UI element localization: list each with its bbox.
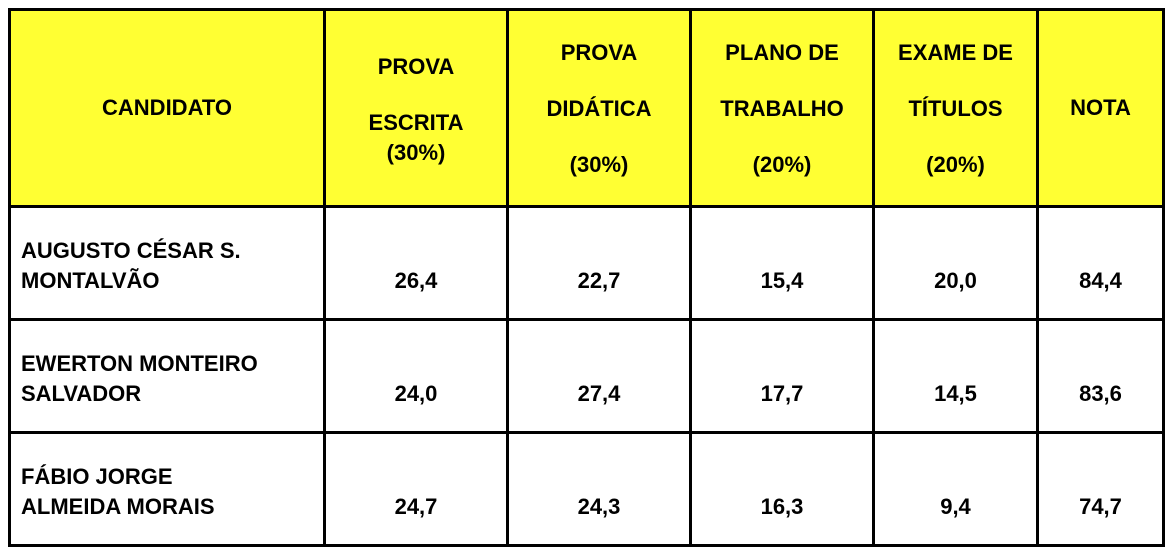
score: 26,4 xyxy=(394,268,438,293)
candidate-name: AUGUSTO CÉSAR S. MONTALVÃO xyxy=(8,205,326,321)
header-line: PLANO DE xyxy=(725,40,839,65)
cell-exame-de-titulos: 9,4 xyxy=(872,431,1039,547)
header-line: (30%) xyxy=(386,140,446,165)
cell-prova-didatica: 24,3 xyxy=(506,431,692,547)
header-prova-escrita: PROVA ESCRITA (30%) xyxy=(323,8,509,208)
score: 24,7 xyxy=(394,494,438,519)
cell-nota: 83,6 xyxy=(1036,318,1165,434)
name-line: MONTALVÃO xyxy=(21,268,160,293)
cell-prova-escrita: 26,4 xyxy=(323,205,509,321)
table-row: EWERTON MONTEIRO SALVADOR 24,0 27,4 17,7 … xyxy=(8,318,1165,434)
header-prova-didatica: PROVA DIDÁTICA (30%) xyxy=(506,8,692,208)
cell-nota: 84,4 xyxy=(1036,205,1165,321)
header-line: (30%) xyxy=(569,152,629,177)
cell-prova-didatica: 22,7 xyxy=(506,205,692,321)
candidate-name: EWERTON MONTEIRO SALVADOR xyxy=(8,318,326,434)
cell-exame-de-titulos: 14,5 xyxy=(872,318,1039,434)
score: 22,7 xyxy=(577,268,621,293)
header-line: CANDIDATO xyxy=(102,95,232,120)
score: 20,0 xyxy=(934,268,977,293)
candidate-name: FÁBIO JORGE ALMEIDA MORAIS xyxy=(8,431,326,547)
score: 16,3 xyxy=(760,494,804,519)
score: 74,7 xyxy=(1079,494,1122,519)
name-line: ALMEIDA MORAIS xyxy=(21,494,215,519)
cell-nota: 74,7 xyxy=(1036,431,1165,547)
header-exame-de-titulos: EXAME DE TÍTULOS (20%) xyxy=(872,8,1039,208)
header-line: PROVA xyxy=(560,40,638,65)
cell-plano-de-trabalho: 16,3 xyxy=(689,431,875,547)
header-line: DIDÁTICA xyxy=(546,96,652,121)
name-line: EWERTON MONTEIRO xyxy=(21,351,258,376)
score: 14,5 xyxy=(934,381,977,406)
name-line: AUGUSTO CÉSAR S. xyxy=(21,238,241,263)
header-line: PROVA xyxy=(377,54,455,79)
cell-prova-didatica: 27,4 xyxy=(506,318,692,434)
header-line: TRABALHO xyxy=(720,96,844,121)
score: 15,4 xyxy=(760,268,804,293)
name-line: SALVADOR xyxy=(21,381,142,406)
header-candidato: CANDIDATO xyxy=(8,8,326,208)
score: 83,6 xyxy=(1079,381,1122,406)
header-line: ESCRITA xyxy=(368,110,464,135)
header-nota: NOTA xyxy=(1036,8,1165,208)
header-line: TÍTULOS xyxy=(908,96,1003,121)
score: 9,4 xyxy=(940,494,971,519)
cell-prova-escrita: 24,0 xyxy=(323,318,509,434)
cell-plano-de-trabalho: 15,4 xyxy=(689,205,875,321)
header-line: (20%) xyxy=(926,152,985,177)
header-line: NOTA xyxy=(1070,95,1131,120)
score: 27,4 xyxy=(577,381,621,406)
score: 24,0 xyxy=(394,381,438,406)
header-line: (20%) xyxy=(752,152,812,177)
score: 84,4 xyxy=(1079,268,1122,293)
table-row: FÁBIO JORGE ALMEIDA MORAIS 24,7 24,3 16,3… xyxy=(8,431,1165,547)
name-line: FÁBIO JORGE xyxy=(21,464,173,489)
header-row: CANDIDATO PROVA ESCRITA (30%) PROVA DIDÁ… xyxy=(8,8,1165,208)
score: 17,7 xyxy=(760,381,804,406)
cell-plano-de-trabalho: 17,7 xyxy=(689,318,875,434)
results-table: CANDIDATO PROVA ESCRITA (30%) PROVA DIDÁ… xyxy=(8,8,1165,547)
header-plano-de-trabalho: PLANO DE TRABALHO (20%) xyxy=(689,8,875,208)
score: 24,3 xyxy=(577,494,621,519)
cell-exame-de-titulos: 20,0 xyxy=(872,205,1039,321)
cell-prova-escrita: 24,7 xyxy=(323,431,509,547)
header-line: EXAME DE xyxy=(898,40,1013,65)
table-row: AUGUSTO CÉSAR S. MONTALVÃO 26,4 22,7 15,4… xyxy=(8,205,1165,321)
